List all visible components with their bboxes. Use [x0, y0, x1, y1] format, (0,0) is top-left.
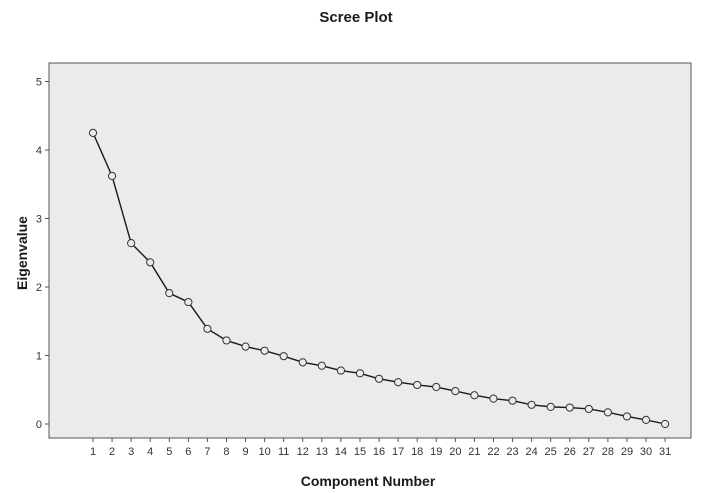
data-point [165, 289, 174, 298]
data-point [432, 382, 441, 392]
data-point [279, 352, 288, 361]
x-tick-label: 16 [373, 446, 385, 458]
y-tick-label: 2 [36, 282, 42, 294]
x-tick-label: 7 [204, 446, 210, 458]
data-point [527, 400, 536, 409]
x-tick-label: 22 [487, 446, 499, 458]
x-axis: 1 2 3 4 5 6 7 8 9 10 11 12 13 14 15 16 17 18 19 20 21 22 23 24 2… [90, 438, 671, 458]
x-tick-label: 21 [468, 446, 480, 458]
data-point [413, 380, 422, 390]
x-tick-label: 28 [602, 446, 614, 458]
data-point [107, 171, 117, 181]
data-point [298, 358, 307, 367]
x-tick-label: 14 [335, 446, 347, 458]
x-tick-label: 20 [449, 446, 461, 458]
x-tick-label: 4 [147, 446, 153, 458]
plot-area [48, 62, 692, 439]
data-point [603, 408, 612, 417]
y-axis: 0 1 2 3 4 5 [36, 77, 49, 431]
x-axis-label: Component Number [301, 473, 436, 489]
x-tick-label: 5 [166, 446, 172, 458]
data-points [88, 128, 670, 429]
data-point [470, 391, 479, 400]
data-point [88, 128, 98, 137]
x-tick-label: 29 [621, 446, 633, 458]
data-point [146, 258, 155, 267]
x-tick-label: 9 [242, 446, 248, 458]
x-tick-label: 24 [525, 446, 537, 458]
y-tick-label: 0 [36, 419, 42, 431]
data-point [394, 378, 403, 387]
x-tick-label: 10 [259, 446, 271, 458]
x-tick-label: 1 [90, 446, 96, 458]
data-point [222, 336, 231, 345]
data-point [508, 396, 517, 405]
x-tick-label: 17 [392, 446, 404, 458]
x-tick-label: 18 [411, 446, 423, 458]
x-tick-label: 26 [564, 446, 576, 458]
data-point [661, 419, 670, 429]
data-point [451, 387, 460, 396]
data-point [260, 346, 269, 355]
x-tick-label: 31 [659, 446, 671, 458]
x-tick-label: 6 [185, 446, 191, 458]
x-tick-label: 8 [223, 446, 229, 458]
data-point [184, 297, 193, 307]
x-tick-label: 27 [583, 446, 595, 458]
data-point [203, 324, 212, 333]
x-tick-label: 25 [545, 446, 557, 458]
x-tick-label: 11 [278, 446, 289, 458]
x-tick-label: 12 [297, 446, 309, 458]
y-tick-label: 3 [36, 214, 42, 226]
x-tick-label: 13 [316, 446, 328, 458]
data-point [241, 342, 250, 351]
y-tick-label: 4 [36, 145, 42, 157]
x-tick-label: 2 [109, 446, 115, 458]
y-axis-label: Eigenvalue [14, 216, 30, 290]
data-point [317, 361, 326, 370]
data-point [374, 374, 384, 383]
data-point [622, 412, 632, 421]
data-point [355, 369, 365, 378]
x-tick-label: 23 [506, 446, 518, 458]
data-point [127, 239, 136, 248]
x-tick-label: 15 [354, 446, 366, 458]
data-point [489, 394, 498, 403]
x-tick-label: 19 [430, 446, 442, 458]
y-tick-label: 5 [36, 77, 42, 89]
data-point [336, 366, 346, 375]
x-tick-label: 30 [640, 446, 652, 458]
chart-title: Scree Plot [319, 9, 392, 26]
y-tick-label: 1 [36, 351, 42, 363]
x-tick-label: 3 [128, 446, 134, 458]
data-point [565, 403, 574, 412]
data-point [546, 402, 555, 411]
data-point [584, 404, 593, 414]
data-point [641, 415, 651, 424]
